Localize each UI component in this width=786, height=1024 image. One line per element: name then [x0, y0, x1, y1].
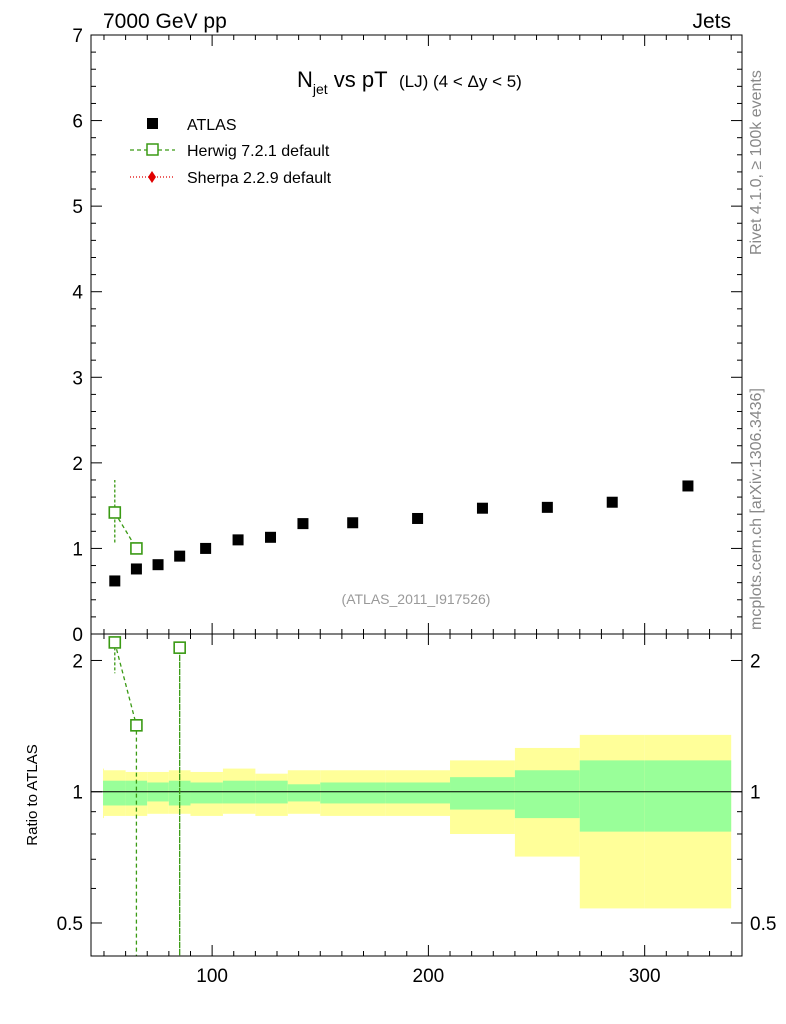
- y-tick-label: 3: [72, 368, 83, 389]
- ratio-herwig-point: [130, 719, 143, 732]
- main-panel: 0 1 2 3 4 5 6 7 Njet vs pT (LJ) (4 < Δy < 5) AT…: [72, 26, 743, 646]
- band-inner: [385, 782, 451, 804]
- main-y-tick-labels: 0 1 2 3 4 5 6 7: [72, 26, 83, 646]
- ratio-y-tick-label-right: 2: [750, 651, 761, 672]
- atlas-point: [412, 512, 424, 524]
- atlas-point: [606, 496, 618, 508]
- ratio-herwig-series: [108, 636, 186, 956]
- y-tick-label: 6: [72, 112, 83, 133]
- ratio-y-tick-label-right: 0.5: [750, 914, 776, 935]
- band-inner: [320, 782, 386, 804]
- herwig-series: [108, 479, 143, 555]
- ratio-herwig-line: [114, 642, 181, 956]
- title-main: N: [297, 67, 313, 92]
- title-suffix: (LJ) (4 < Δy < 5): [399, 72, 522, 91]
- ratio-y-tick-label-right: 1: [750, 783, 761, 804]
- header-energy: 7000 GeV pp: [103, 10, 227, 33]
- ratio-bands: [103, 734, 732, 909]
- ratio-herwig-point: [173, 641, 186, 654]
- atlas-point: [265, 531, 277, 543]
- band-inner: [103, 780, 126, 806]
- mcplots-label: mcplots.cern.ch [arXiv:1306.3436]: [748, 388, 765, 630]
- ratio-frame: [90, 633, 743, 957]
- ratio-herwig-point: [108, 636, 122, 649]
- atlas-point: [232, 534, 244, 546]
- band-inner: [103, 780, 104, 806]
- analysis-watermark: (ATLAS_2011_I917526): [342, 591, 491, 607]
- atlas-point: [130, 563, 142, 575]
- band-inner: [644, 760, 732, 832]
- x-tick-label: 100: [196, 966, 228, 987]
- band-inner: [514, 770, 580, 819]
- legend: ATLAS Herwig 7.2.1 default Sherpa 2.2.9 …: [130, 117, 332, 187]
- header-process: Jets: [692, 10, 731, 33]
- band-inner: [287, 784, 321, 802]
- atlas-point: [347, 517, 359, 529]
- legend-atlas-marker: [147, 118, 158, 129]
- herwig-point: [108, 506, 122, 519]
- atlas-point: [297, 518, 309, 530]
- y-tick-label: 0: [72, 625, 83, 646]
- ratio-y-tick-label: 1: [72, 783, 83, 804]
- title-sub: jet: [312, 81, 328, 97]
- atlas-point: [476, 502, 488, 514]
- band-inner: [579, 760, 645, 832]
- x-tick-label: 300: [629, 966, 661, 987]
- atlas-point: [174, 550, 186, 562]
- y-tick-label: 1: [72, 539, 83, 560]
- legend-herwig: Herwig 7.2.1 default: [187, 143, 330, 160]
- plot-title: Njet vs pT: [297, 67, 388, 97]
- ratio-y-tick-labels: 0.5 0.5 1 1 2 2: [57, 651, 777, 935]
- x-tick-labels: 100 200 300: [196, 966, 660, 987]
- legend-atlas: ATLAS: [187, 117, 237, 134]
- y-tick-label: 4: [72, 283, 83, 304]
- y-tick-label: 5: [72, 197, 83, 218]
- title-rest: vs pT: [328, 67, 388, 92]
- band-inner: [450, 777, 515, 810]
- y-tick-label: 2: [72, 454, 83, 475]
- ratio-panel: 0.5 0.5 1 1 2 2 100 200 300 Ratio to ATLAS: [24, 633, 777, 987]
- ratio-ticks: [91, 634, 742, 956]
- band-inner: [125, 780, 148, 806]
- atlas-point: [200, 542, 212, 554]
- atlas-point: [109, 575, 121, 587]
- ratio-ylabel: Ratio to ATLAS: [24, 744, 41, 845]
- atlas-series: [109, 480, 694, 587]
- atlas-point: [541, 501, 553, 513]
- rivet-label: Rivet 4.1.0, ≥ 100k events: [748, 70, 765, 255]
- atlas-point: [682, 480, 694, 492]
- atlas-point: [152, 559, 164, 571]
- ratio-y-tick-label: 2: [72, 651, 83, 672]
- y-tick-label: 7: [72, 26, 83, 47]
- main-ticks: [91, 35, 742, 635]
- ratio-y-tick-label: 0.5: [57, 914, 83, 935]
- band-inner: [190, 782, 223, 804]
- legend-sherpa-marker: [148, 171, 156, 183]
- legend-herwig-marker: [146, 143, 159, 156]
- legend-sherpa: Sherpa 2.2.9 default: [187, 170, 332, 187]
- x-tick-label: 200: [413, 966, 445, 987]
- herwig-point: [130, 542, 143, 555]
